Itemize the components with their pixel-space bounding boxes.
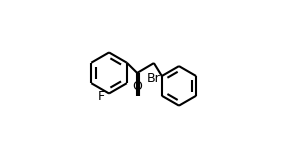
Text: Br: Br <box>147 72 161 85</box>
Text: O: O <box>132 80 142 93</box>
Text: F: F <box>98 90 105 103</box>
